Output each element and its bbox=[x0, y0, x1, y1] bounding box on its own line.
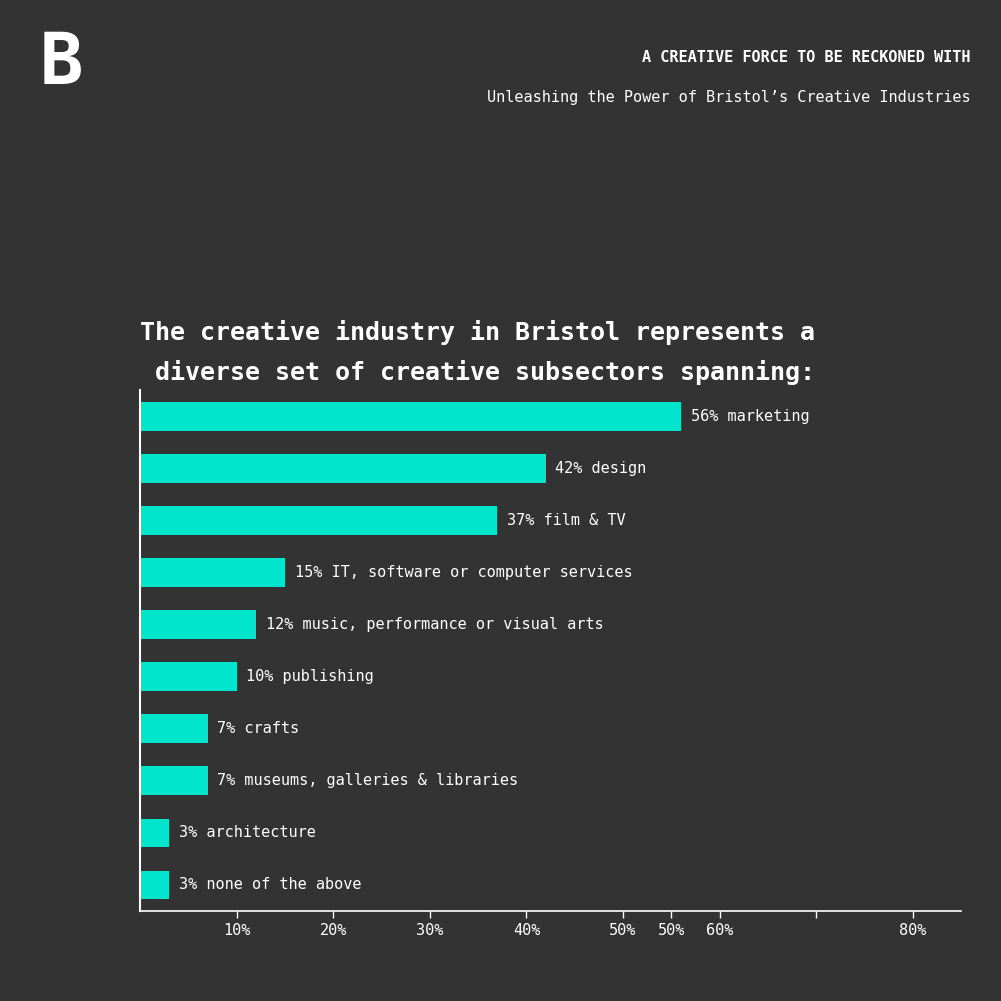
Bar bbox=[140, 819, 169, 847]
Text: 7% museums, galleries & libraries: 7% museums, galleries & libraries bbox=[217, 774, 519, 788]
Text: 3% none of the above: 3% none of the above bbox=[179, 878, 361, 892]
Bar bbox=[140, 663, 236, 691]
Text: 7% crafts: 7% crafts bbox=[217, 722, 299, 736]
Bar bbox=[140, 559, 285, 587]
Bar bbox=[140, 402, 681, 430]
Text: 10% publishing: 10% publishing bbox=[246, 670, 374, 684]
Text: 12% music, performance or visual arts: 12% music, performance or visual arts bbox=[265, 618, 604, 632]
Text: 42% design: 42% design bbox=[556, 461, 647, 475]
Text: 3% architecture: 3% architecture bbox=[179, 826, 315, 840]
Bar bbox=[140, 611, 256, 639]
Text: Unleashing the Power of Bristol’s Creative Industries: Unleashing the Power of Bristol’s Creati… bbox=[487, 90, 971, 105]
Text: 56% marketing: 56% marketing bbox=[691, 409, 809, 423]
Text: B: B bbox=[40, 30, 83, 99]
Text: 15% IT, software or computer services: 15% IT, software or computer services bbox=[294, 566, 633, 580]
Bar bbox=[140, 767, 208, 795]
Bar bbox=[140, 507, 497, 535]
Bar bbox=[140, 715, 208, 743]
Text: 37% film & TV: 37% film & TV bbox=[508, 514, 626, 528]
Bar bbox=[140, 871, 169, 899]
Bar bbox=[140, 454, 546, 482]
Text: A CREATIVE FORCE TO BE RECKONED WITH: A CREATIVE FORCE TO BE RECKONED WITH bbox=[643, 50, 971, 65]
Text: diverse set of creative subsectors spanning:: diverse set of creative subsectors spann… bbox=[140, 360, 815, 385]
Text: The creative industry in Bristol represents a: The creative industry in Bristol represe… bbox=[140, 320, 815, 345]
